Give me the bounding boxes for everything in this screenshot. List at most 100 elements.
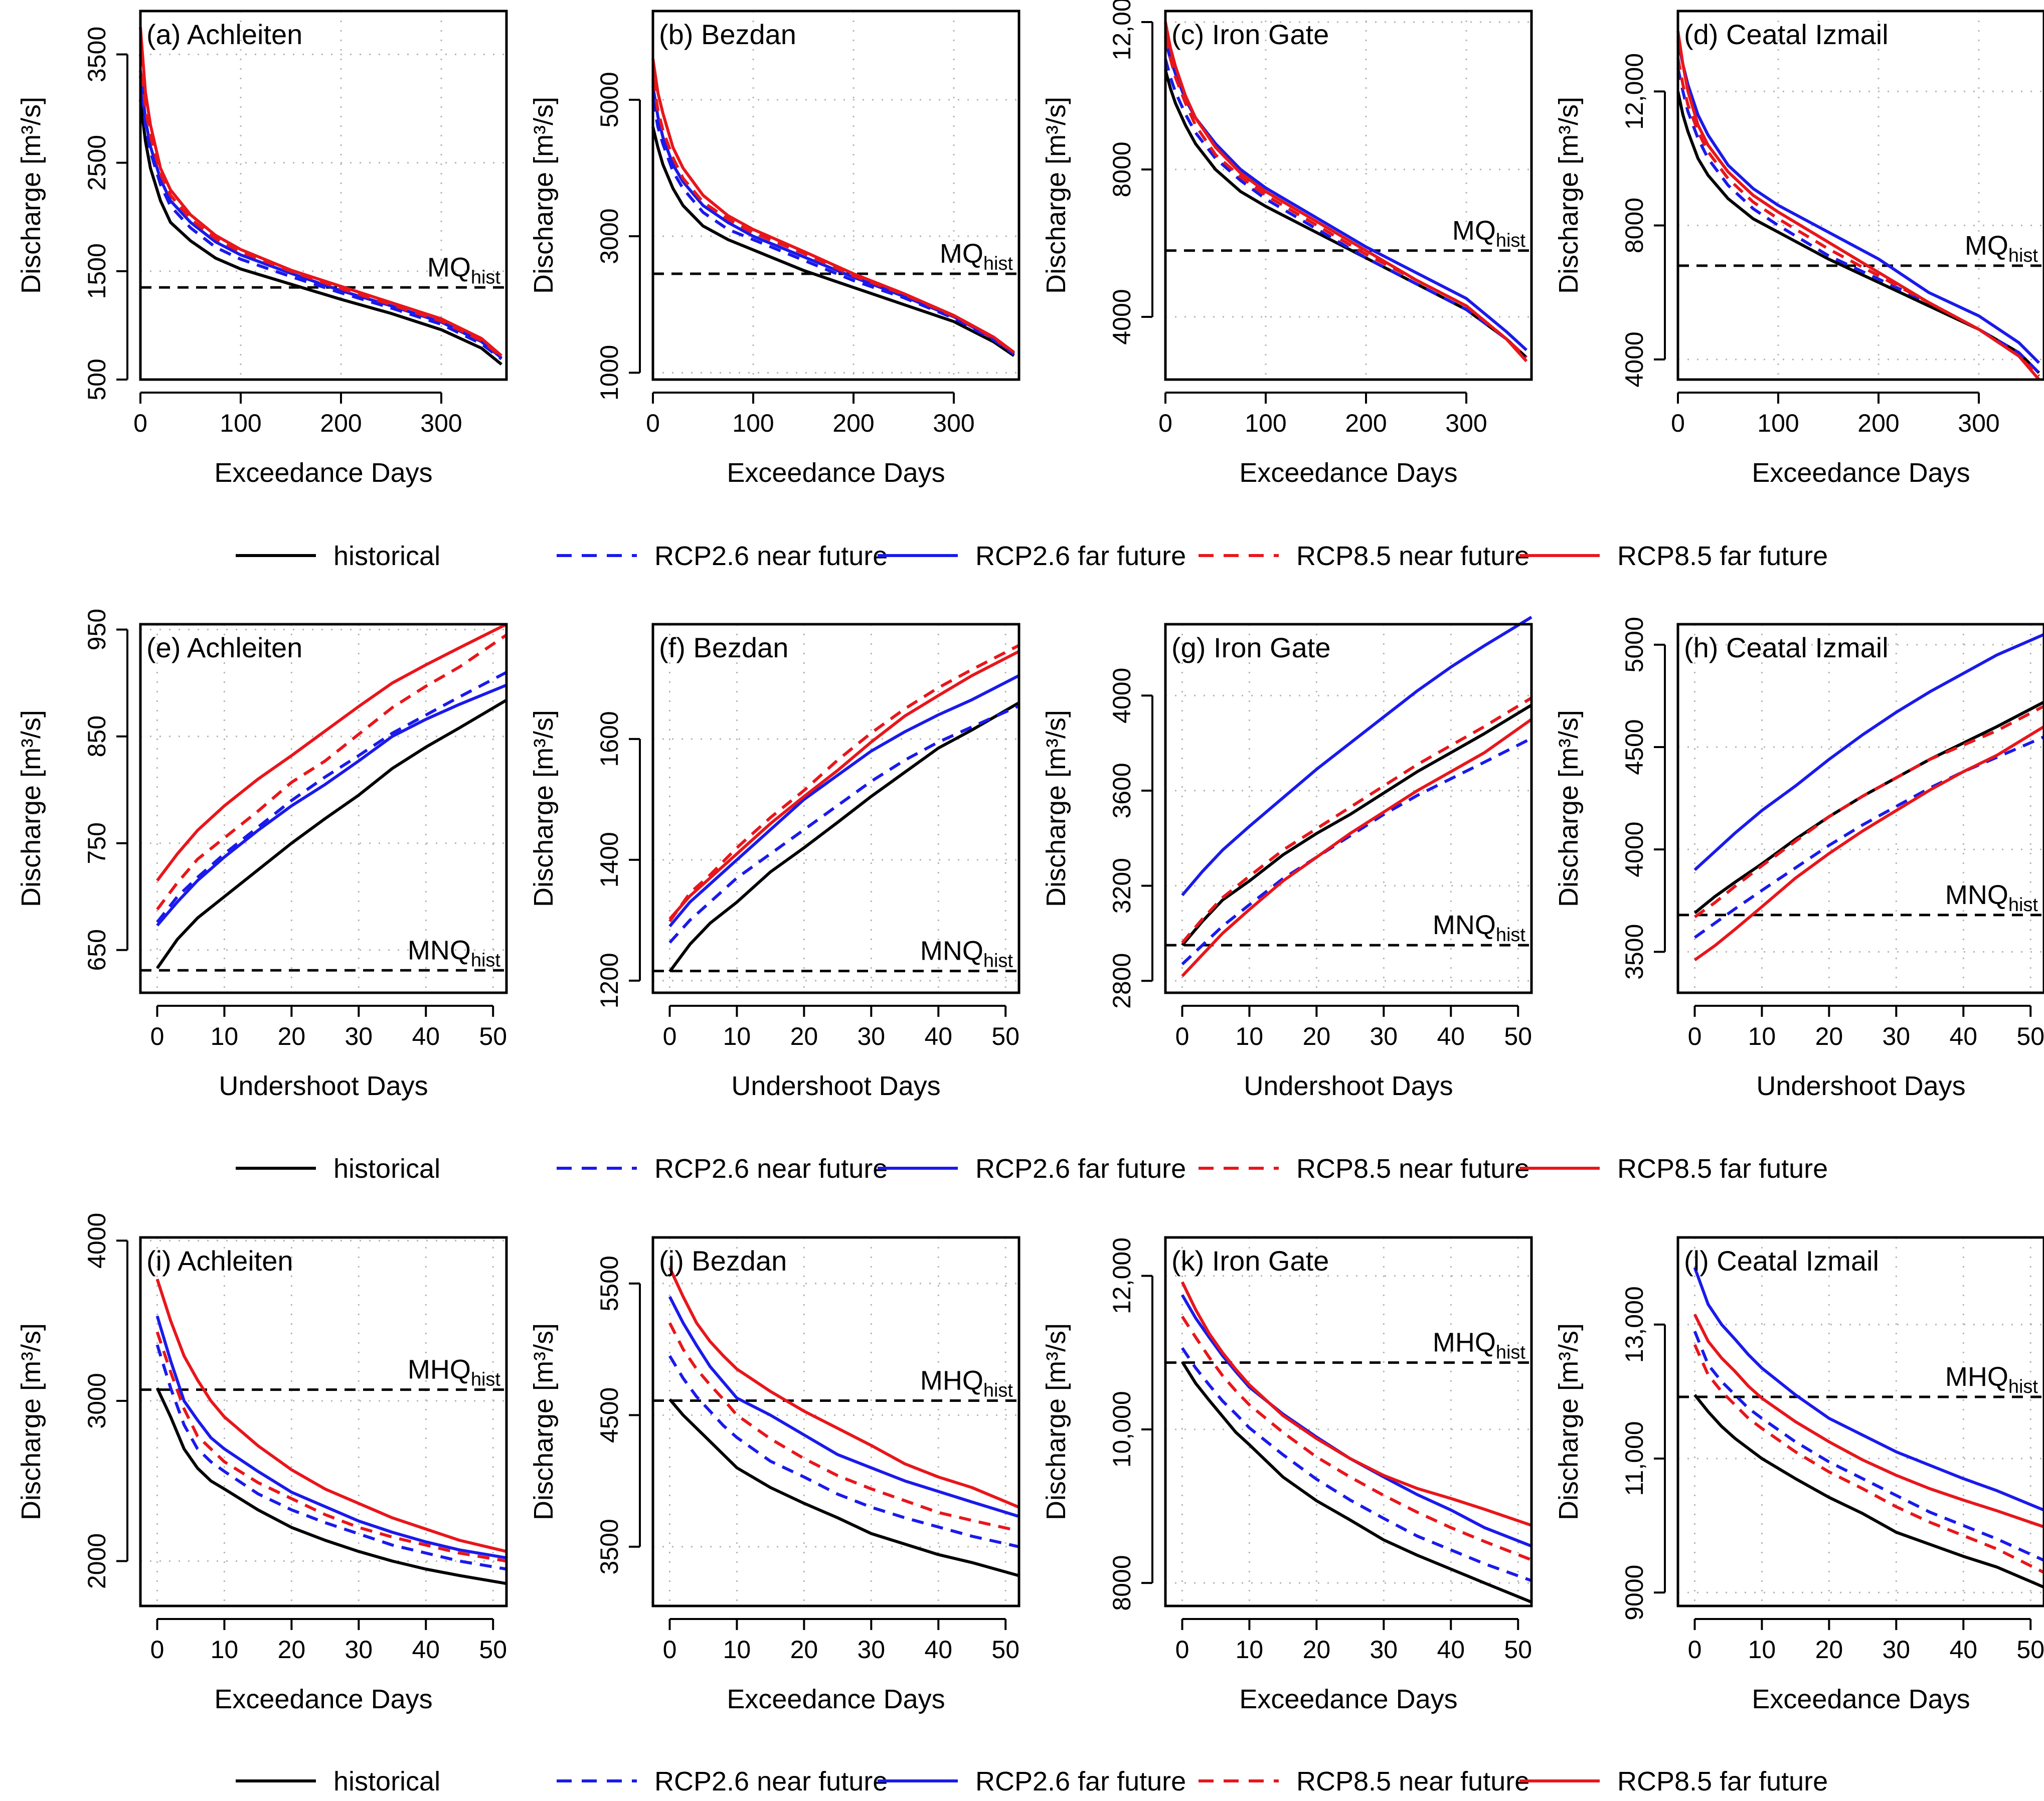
y-tick-label: 4000	[1108, 289, 1136, 344]
legend-label-r26f: RCP2.6 far future	[975, 1154, 1186, 1184]
panel-title: (g) Iron Gate	[1171, 632, 1330, 663]
reference-label-sub: hist	[1496, 925, 1526, 946]
x-tick-label: 40	[1949, 1636, 1977, 1664]
series-line-hist	[651, 126, 1015, 357]
series-line-r85n	[156, 633, 507, 911]
y-tick-label: 12,000	[1108, 1237, 1136, 1314]
series-line-r26f	[1164, 40, 1528, 351]
x-tick-label: 10	[211, 1636, 239, 1664]
series-line-hist	[1181, 703, 1532, 947]
y-tick-label: 5000	[595, 72, 623, 127]
x-tick-label: 20	[278, 1022, 306, 1050]
reference-label-main: MHQ	[1433, 1328, 1496, 1358]
y-tick-label: 1200	[595, 953, 623, 1008]
series-line-r85n	[1180, 1316, 1532, 1561]
x-tick-label: 10	[1236, 1636, 1264, 1664]
reference-label-sub: hist	[471, 950, 501, 971]
reference-label: MQhist	[1452, 216, 1526, 251]
y-tick-label: 1500	[83, 243, 111, 299]
x-tick-label: 40	[1437, 1022, 1465, 1050]
y-axis-label: Discharge [m³/s]	[16, 710, 46, 907]
reference-label: MHQhist	[408, 1355, 501, 1390]
x-tick-label: 0	[1175, 1636, 1189, 1664]
legend-label-r26f: RCP2.6 far future	[975, 1766, 1186, 1796]
panel-title: (b) Bezdan	[659, 19, 796, 50]
reference-label-main: MQ	[940, 239, 983, 269]
reference-label: MQhist	[1965, 231, 2038, 266]
y-axis-label: Discharge [m³/s]	[529, 1323, 559, 1520]
plot-frame	[1164, 1236, 1533, 1607]
series-line-hist	[156, 698, 507, 969]
series-line-r85f	[156, 623, 507, 882]
series-line-r26f	[651, 86, 1015, 355]
series-line-hist	[1180, 1361, 1532, 1604]
series-line-r26n	[1676, 67, 2040, 374]
series-line-r26n	[155, 1344, 507, 1571]
reference-label-sub: hist	[983, 951, 1013, 972]
y-tick-label: 2800	[1108, 953, 1136, 1009]
panel-title: (j) Bezdan	[659, 1245, 787, 1277]
reference-label: MQhist	[427, 252, 501, 288]
x-tick-label: 10	[723, 1022, 751, 1050]
y-tick-label: 4500	[595, 1387, 623, 1443]
series-line-r26n	[1181, 1347, 1532, 1582]
series-line-r26n	[668, 1355, 1019, 1548]
x-tick-label: 300	[420, 409, 462, 437]
x-tick-label: 50	[2016, 1022, 2044, 1050]
series-line-r85f	[651, 58, 1015, 353]
reference-label-main: MQ	[1965, 231, 2008, 261]
panel-k: MHQhist 0 10 20 30 40 50 Exceedance Days 8000 10,…	[1041, 1236, 1533, 1714]
y-tick-label: 4000	[1108, 668, 1136, 724]
series-line-r85f	[668, 650, 1020, 920]
y-tick-label: 4000	[1620, 331, 1648, 387]
reference-label-sub: hist	[2008, 1376, 2038, 1397]
x-tick-label: 300	[1958, 409, 1999, 437]
plot-frame	[651, 1236, 1020, 1607]
x-tick-label: 200	[1345, 409, 1387, 437]
reference-label-sub: hist	[471, 267, 501, 288]
reference-label: MHQhist	[1945, 1362, 2038, 1397]
reference-label-main: MHQ	[408, 1355, 471, 1385]
plot-frame	[651, 623, 1020, 994]
y-axis-label: Discharge [m³/s]	[529, 710, 559, 907]
x-axis-label: Undershoot Days	[219, 1071, 428, 1101]
panel-title: (f) Bezdan	[659, 632, 788, 663]
legend-row-3: historical RCP2.6 near future RCP2.6 far f…	[236, 1766, 1828, 1796]
x-tick-label: 10	[211, 1022, 239, 1050]
x-tick-label: 100	[1757, 409, 1799, 437]
x-axis-label: Exceedance Days	[214, 1684, 432, 1714]
series-line-r85n	[155, 1331, 507, 1563]
x-tick-label: 50	[2016, 1636, 2044, 1664]
series-line-hist	[139, 99, 502, 366]
reference-label-main: MNQ	[1433, 910, 1496, 940]
series-line-r26f	[155, 1315, 507, 1560]
reference-label-sub: hist	[2008, 894, 2038, 916]
series-line-r85n	[1676, 57, 2040, 378]
y-tick-label: 5500	[595, 1255, 623, 1311]
x-tick-label: 20	[1815, 1022, 1843, 1050]
panel-l: MHQhist 0 10 20 30 40 50 Exceedance Days 9000 11,…	[1554, 1236, 2044, 1714]
series-line-r85n	[1693, 1344, 2044, 1574]
plot-frame	[1676, 10, 2044, 381]
y-tick-label: 3500	[1620, 924, 1648, 980]
reference-label: MNQhist	[1945, 880, 2038, 916]
x-tick-label: 50	[479, 1022, 507, 1050]
legend-label-r85n: RCP8.5 near future	[1296, 541, 1529, 571]
x-axis-label: Exceedance Days	[727, 458, 945, 488]
x-tick-label: 0	[150, 1022, 164, 1050]
panel-a: MQhist 0 100 200 300 Exceedance Days 500 1500 25…	[16, 10, 508, 488]
panel-title: (d) Ceatal Izmail	[1684, 19, 1889, 50]
x-tick-label: 20	[790, 1022, 818, 1050]
x-tick-label: 30	[858, 1022, 886, 1050]
panel-i: MHQhist 0 10 20 30 40 50 Exceedance Days 2000 300…	[16, 1213, 508, 1714]
y-tick-label: 8000	[1620, 198, 1648, 253]
legend-label-r85f: RCP8.5 far future	[1617, 1766, 1828, 1796]
y-tick-label: 10,000	[1108, 1391, 1136, 1468]
y-tick-label: 5000	[1620, 617, 1648, 672]
series-line-r26f	[1693, 1267, 2044, 1512]
reference-label-sub: hist	[983, 1380, 1013, 1401]
x-axis-label: Exceedance Days	[214, 458, 432, 488]
legend-label-r85n: RCP8.5 near future	[1296, 1766, 1529, 1796]
y-tick-label: 3200	[1108, 858, 1136, 914]
plot-frame	[139, 623, 508, 994]
